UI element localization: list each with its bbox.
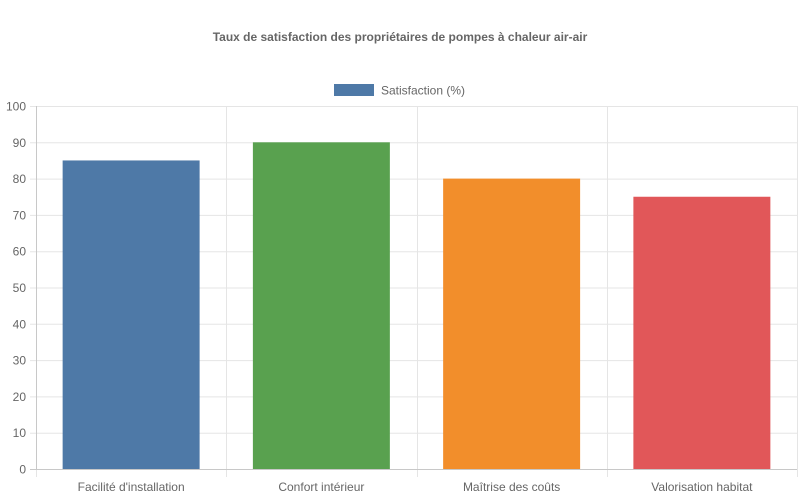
bar-1[interactable] bbox=[62, 160, 200, 469]
x-tick-label: Maîtrise des coûts bbox=[463, 480, 560, 494]
bar-4[interactable] bbox=[633, 196, 771, 469]
y-tick-label: 50 bbox=[13, 281, 27, 295]
x-axis: Facilité d'installation Confort intérieur… bbox=[30, 469, 797, 494]
bar-2[interactable] bbox=[252, 142, 390, 470]
y-tick-label: 70 bbox=[13, 208, 27, 222]
y-tick-label: 90 bbox=[13, 136, 27, 150]
x-tick-label: Confort intérieur bbox=[278, 480, 364, 494]
bars bbox=[62, 142, 771, 470]
legend-label: Satisfaction (%) bbox=[381, 84, 465, 98]
chart-title: Taux de satisfaction des propriétaires d… bbox=[213, 30, 588, 44]
y-tick-label: 30 bbox=[13, 354, 27, 368]
legend-swatch bbox=[334, 84, 374, 96]
x-tick-label: Valorisation habitat bbox=[651, 480, 753, 494]
y-axis: 0 10 20 30 40 50 60 70 80 90 100 bbox=[6, 100, 37, 477]
bar-3[interactable] bbox=[443, 178, 581, 469]
legend[interactable]: Satisfaction (%) bbox=[334, 84, 465, 98]
y-tick-label: 40 bbox=[13, 317, 27, 331]
y-tick-label: 100 bbox=[6, 100, 26, 114]
y-tick-label: 80 bbox=[13, 172, 27, 186]
y-tick-label: 20 bbox=[13, 390, 27, 404]
y-tick-label: 60 bbox=[13, 245, 27, 259]
y-tick-label: 0 bbox=[19, 463, 26, 477]
y-tick-label: 10 bbox=[13, 426, 27, 440]
x-tick-label: Facilité d'installation bbox=[78, 480, 185, 494]
